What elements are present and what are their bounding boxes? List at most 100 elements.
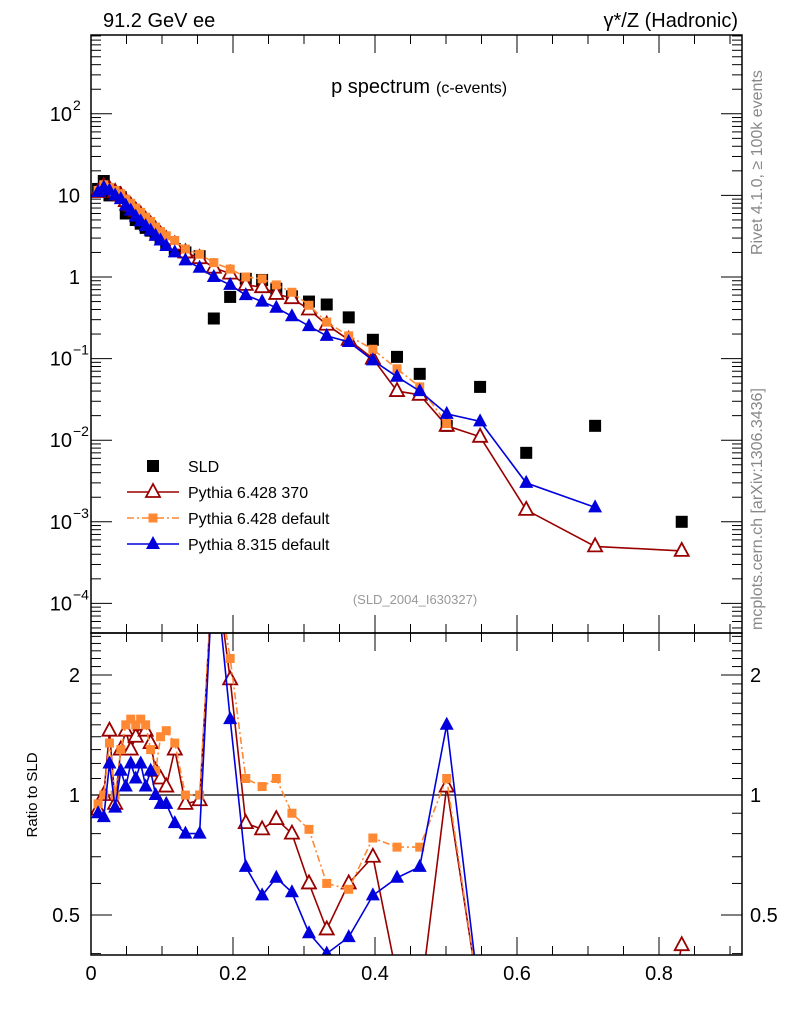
y-tick-label: 10	[50, 104, 72, 126]
ratio-point-pythia-6-428-default	[116, 745, 126, 755]
point-sld	[320, 298, 333, 311]
ratio-point-pythia-6-428-default	[121, 720, 131, 730]
point-pythia-8-315-default	[341, 333, 356, 347]
legend-label-pythia-6-428-370: Pythia 6.428 370	[188, 485, 308, 502]
point-pythia-6-428-default	[170, 236, 180, 246]
point-pythia-6-428-default	[141, 212, 151, 222]
ratio-point-pythia-8-315-default	[108, 799, 123, 813]
point-pythia-6-428-370	[471, 426, 489, 443]
point-pythia-6-428-default	[241, 272, 251, 282]
ratio-point-pythia-8-315-default	[390, 869, 405, 883]
y-tick-exponent: −3	[73, 505, 89, 521]
point-pythia-8-315-default	[284, 308, 299, 322]
point-sld	[207, 312, 220, 325]
point-sld	[474, 380, 487, 393]
x-tick-label: 0.8	[645, 963, 673, 985]
ratio-point-pythia-6-428-370	[283, 823, 301, 840]
ratio-point-pythia-6-428-default	[322, 878, 332, 888]
ratio-point-pythia-8-315-default	[439, 716, 454, 730]
ratio-point-pythia-6-428-370	[166, 739, 184, 756]
point-pythia-8-315-default	[519, 474, 534, 488]
point-pythia-6-428-370	[586, 536, 604, 553]
ratio-point-pythia-8-315-default	[238, 858, 253, 872]
point-pythia-8-315-default	[319, 327, 334, 341]
y-tick-label: 10	[50, 512, 72, 534]
y-tick-label: 10	[50, 593, 72, 615]
point-sld	[391, 350, 404, 363]
y-tick-exponent: −4	[73, 586, 89, 602]
legend-marker-pythia-6-428-default	[148, 513, 158, 523]
point-pythia-6-428-370	[517, 499, 535, 516]
ratio-point-pythia-8-315-default	[412, 858, 427, 872]
ratio-point-pythia-6-428-default	[146, 745, 156, 755]
ratio-point-pythia-6-428-370	[152, 768, 170, 785]
ratio-point-pythia-8-315-default	[133, 755, 148, 769]
ratio-point-pythia-8-315-default	[223, 711, 238, 725]
ratio-point-pythia-6-428-default	[225, 654, 235, 664]
ratio-point-pythia-8-315-default	[118, 778, 133, 792]
ratio-point-pythia-6-428-default	[151, 766, 161, 776]
header-right: γ*/Z (Hadronic)	[604, 10, 738, 32]
ratio-point-pythia-8-315-default	[123, 755, 138, 769]
ratio-point-pythia-8-315-default	[255, 887, 270, 901]
ratio-point-pythia-6-428-370	[122, 739, 140, 756]
ratio-tick-label: 2	[69, 665, 80, 687]
ratio-point-pythia-6-428-default	[271, 774, 281, 784]
point-pythia-8-315-default	[238, 287, 253, 301]
point-pythia-6-428-default	[257, 274, 267, 284]
y-tick-label: 10	[50, 430, 72, 452]
mcplots-label: mcplots.cern.ch [arXiv:1306.3436]	[749, 388, 766, 630]
point-pythia-6-428-default	[195, 249, 205, 259]
point-pythia-6-428-default	[225, 264, 235, 274]
point-sld	[675, 515, 688, 528]
y-tick-exponent: −2	[73, 423, 89, 439]
ratio-point-pythia-6-428-default	[126, 714, 136, 724]
point-pythia-6-428-370	[388, 381, 406, 397]
ratio-point-pythia-6-428-370	[673, 935, 691, 952]
ratio-point-pythia-8-315-default	[301, 925, 316, 939]
ratio-point-pythia-8-315-default	[148, 787, 163, 800]
ratio-point-pythia-8-315-default	[178, 825, 193, 839]
point-pythia-8-315-default	[588, 499, 603, 513]
ratio-point-pythia-6-428-default	[131, 720, 141, 730]
point-pythia-6-428-default	[322, 317, 332, 327]
point-pythia-6-428-default	[136, 207, 146, 217]
ratio-point-pythia-6-428-default	[344, 884, 354, 894]
ratio-point-pythia-6-428-370	[267, 809, 285, 826]
ratio-point-pythia-6-428-default	[136, 714, 146, 724]
x-tick-label: 0.4	[361, 963, 389, 985]
y-tick-label: 10	[58, 185, 80, 207]
point-sld	[366, 333, 379, 346]
header-left: 91.2 GeV ee	[103, 10, 215, 32]
ratio-point-pythia-6-428-default	[161, 726, 171, 736]
point-pythia-8-315-default	[223, 276, 238, 290]
legend-label-sld: SLD	[188, 459, 219, 476]
point-pythia-8-315-default	[159, 237, 174, 251]
point-pythia-6-428-default	[287, 287, 297, 297]
ratio-tick-label: 0.5	[52, 905, 80, 927]
point-pythia-8-315-default	[412, 383, 427, 397]
ratio-point-pythia-8-315-default	[96, 809, 111, 823]
ratio-point-pythia-8-315-default	[159, 795, 174, 809]
point-pythia-6-428-default	[368, 344, 378, 354]
point-pythia-6-428-default	[131, 203, 141, 213]
point-pythia-8-315-default	[365, 352, 380, 366]
legend-marker-sld	[147, 460, 159, 472]
ratio-point-pythia-6-428-default	[156, 732, 166, 742]
point-pythia-6-428-default	[304, 300, 314, 310]
ratio-point-pythia-8-315-default	[269, 869, 284, 883]
ratio-point-pythia-6-428-default	[368, 833, 378, 843]
point-pythia-6-428-370	[267, 284, 285, 300]
point-pythia-6-428-370	[253, 277, 271, 294]
ratio-point-pythia-8-315-default	[113, 762, 128, 776]
point-sld	[413, 367, 426, 380]
point-pythia-8-315-default	[439, 405, 454, 419]
point-sld	[224, 290, 237, 303]
y-tick-exponent: 2	[73, 97, 81, 113]
ratio-tick-label: 1	[69, 785, 80, 807]
ratio-point-pythia-6-428-default	[415, 842, 425, 852]
rivet-label: Rivet 4.1.0, ≥ 100k events	[749, 70, 766, 255]
